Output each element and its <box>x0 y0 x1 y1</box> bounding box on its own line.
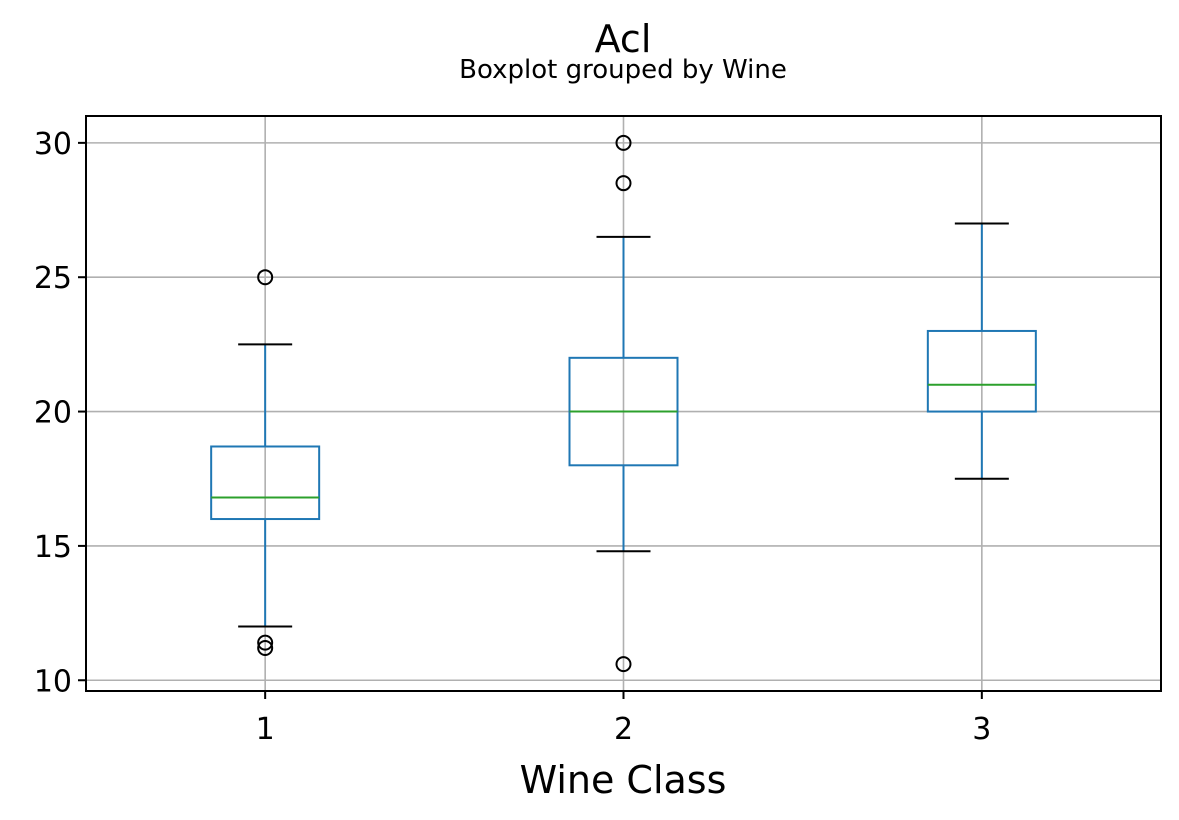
y-tick-label: 30 <box>34 127 72 162</box>
box-iqr <box>210 445 321 521</box>
outlier-point <box>257 269 274 286</box>
y-tick-label: 15 <box>34 530 72 565</box>
outlier-point <box>257 640 274 657</box>
y-tick-label: 25 <box>34 261 72 296</box>
x-tick-label: 3 <box>972 712 991 747</box>
outlier-point <box>615 134 632 151</box>
box-iqr <box>926 329 1037 413</box>
y-tick-label: 10 <box>34 664 72 699</box>
x-tick-label: 1 <box>256 712 275 747</box>
outlier-point <box>615 175 632 192</box>
y-tick-label: 20 <box>34 396 72 431</box>
outlier-point <box>257 634 274 651</box>
plot-area: 10 15 20 25 30 1 2 3 <box>34 115 1162 747</box>
x-axis-label: Wine Class <box>520 758 727 802</box>
chart-title: Acl <box>595 17 652 61</box>
x-tick-label: 2 <box>614 712 633 747</box>
outlier-point <box>615 656 632 673</box>
chart-subtitle: Boxplot grouped by Wine <box>459 55 787 85</box>
